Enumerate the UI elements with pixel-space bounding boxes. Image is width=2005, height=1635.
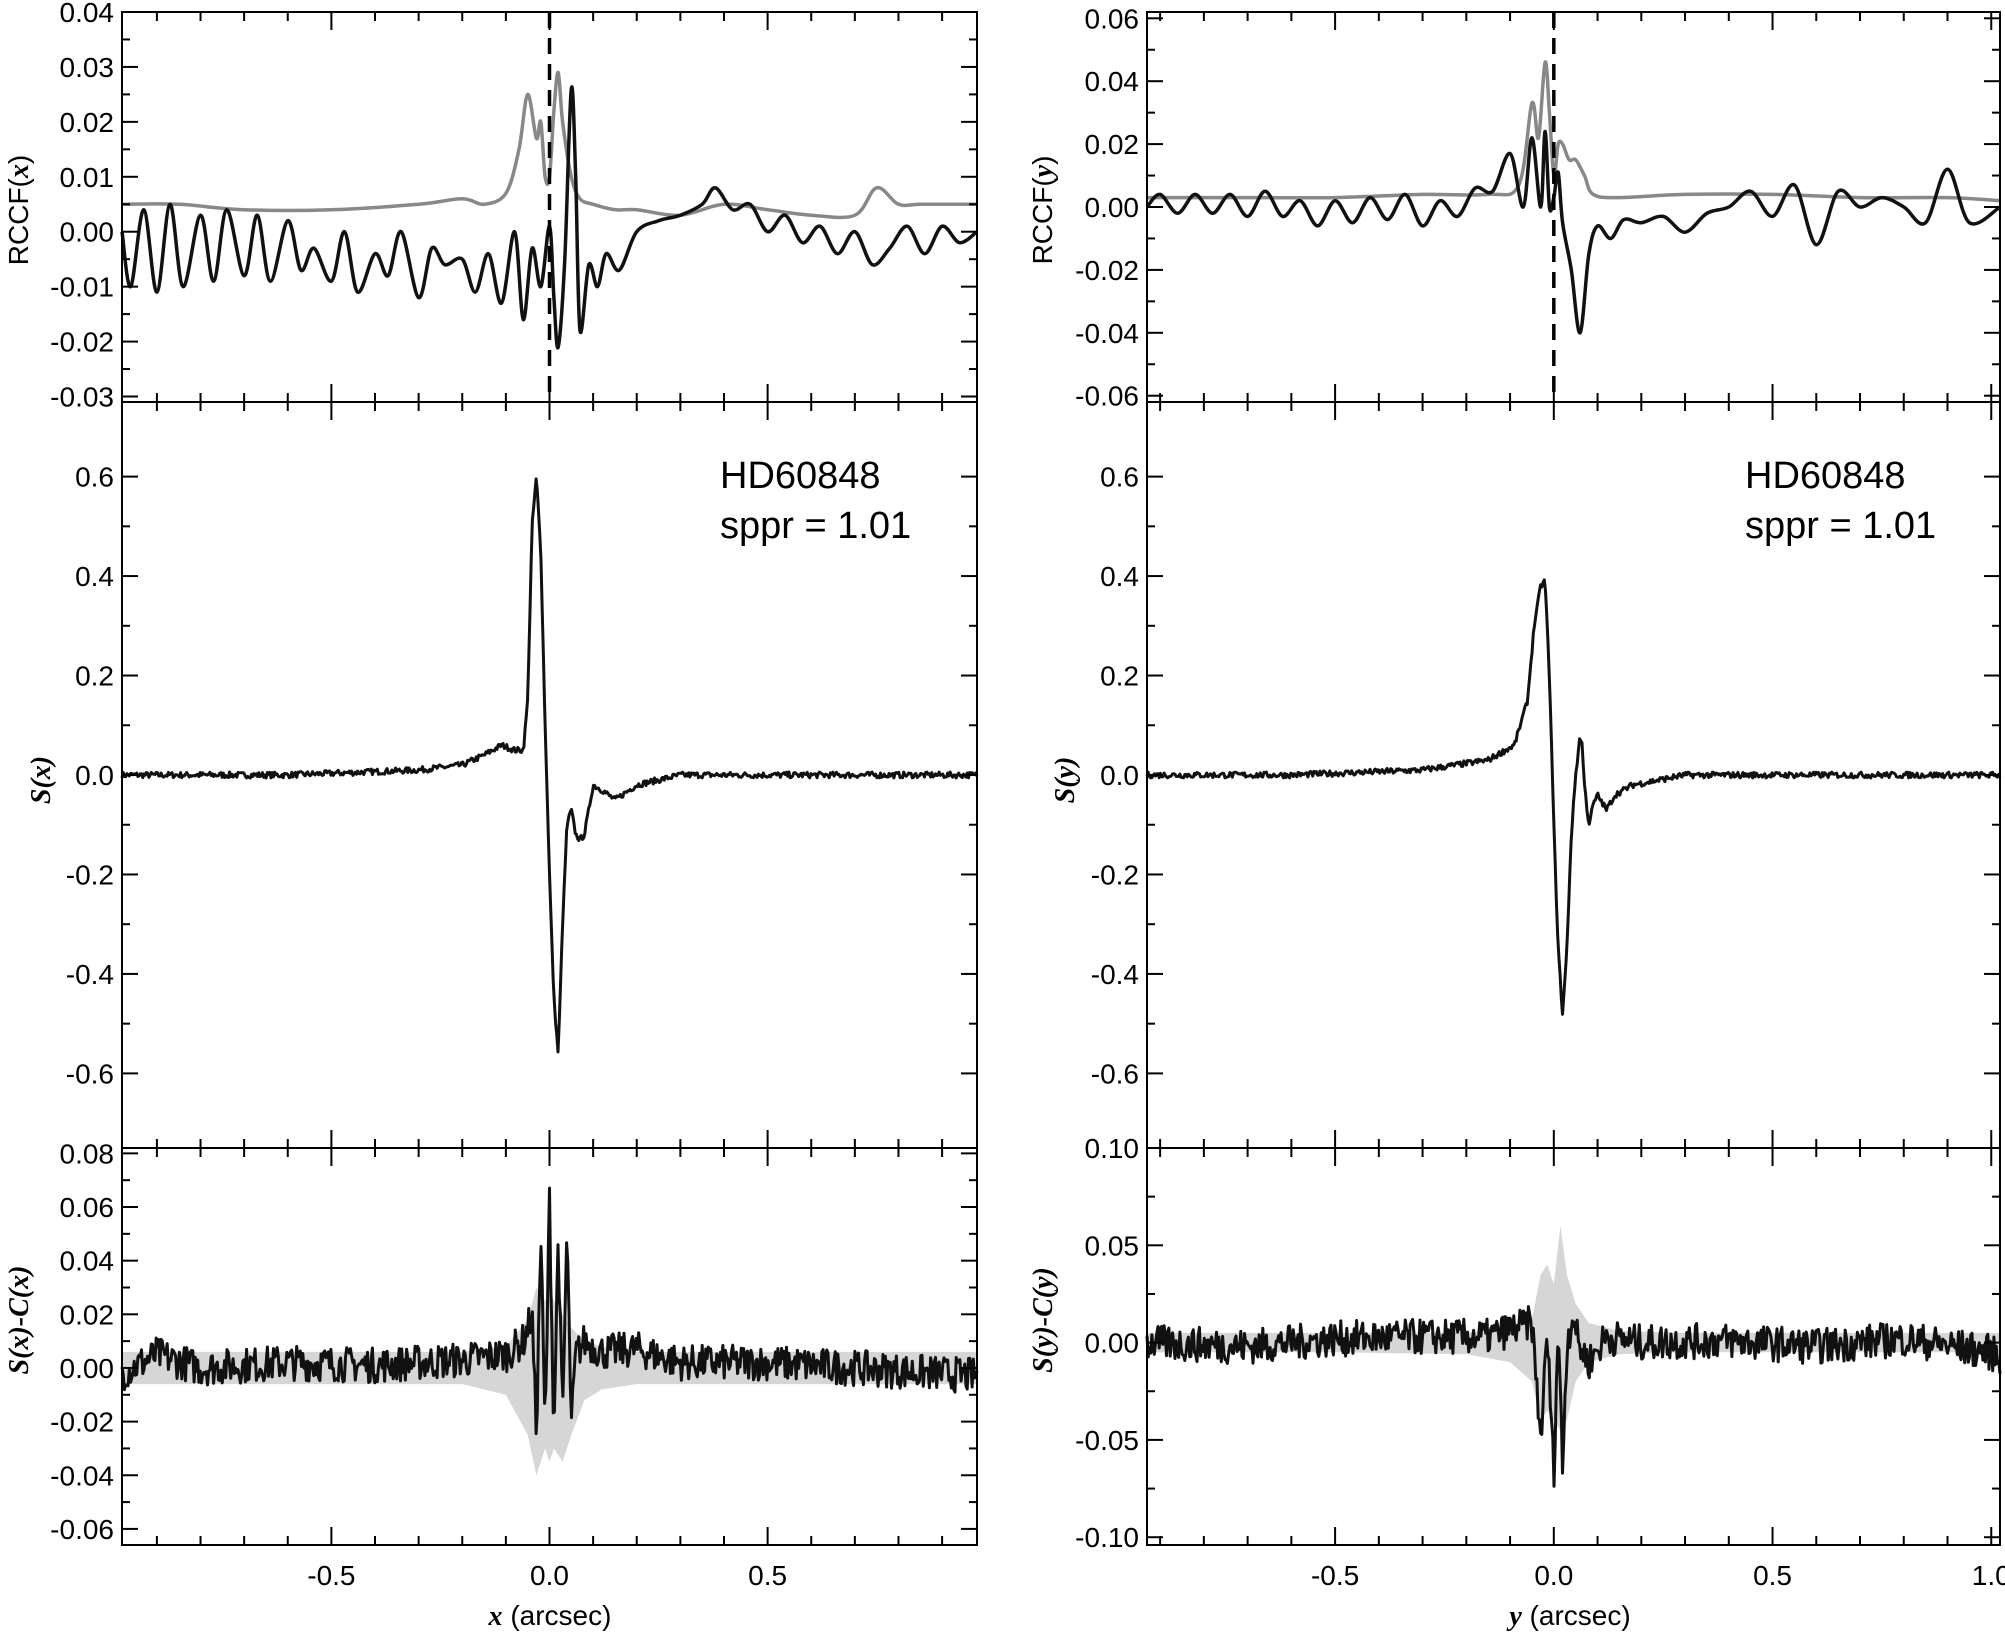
ytick-label-left-1: 0.0 [75,760,114,791]
annotation-sppr-right: sppr = 1.01 [1745,505,1936,547]
ytick-label-left-1: 0.6 [75,462,114,493]
series-line-right-middle-0 [1145,578,2002,1016]
ytick-label-right-0: 0.06 [1085,3,1140,34]
series-line-right-bottom-0 [1145,1305,2002,1488]
xtick-label-right: -0.5 [1311,1560,1359,1591]
xtick-label-right: 0.0 [1534,1560,1573,1591]
series-line-left-top-1 [120,85,979,350]
xlabel-right: y (arcsec) [1506,1600,1630,1632]
band-right-bottom [1147,1225,2000,1431]
ytick-label-left-2: 0.02 [60,1299,115,1330]
xtick-label-left: 0.0 [530,1560,569,1591]
xtick-label-right: 0.5 [1753,1560,1792,1591]
ytick-label-right-1: 0.6 [1100,462,1139,493]
ytick-label-right-1: 0.2 [1100,661,1139,692]
xtick-label-left: 0.5 [748,1560,787,1591]
ytick-label-left-0: 0.03 [60,52,115,83]
series-line-left-bottom-0 [120,1186,979,1436]
xlabel-left: x (arcsec) [488,1600,612,1632]
ytick-label-left-2: 0.06 [60,1192,115,1223]
ytick-label-left-0: -0.01 [50,272,114,303]
ytick-label-right-2: -0.10 [1075,1522,1139,1553]
xtick-label-left: -0.5 [307,1560,355,1591]
ytick-label-left-0: 0.04 [60,0,115,28]
ytick-label-left-1: -0.4 [66,959,114,990]
series-line-right-top-0 [1147,60,2001,203]
ytick-label-right-0: -0.04 [1075,318,1139,349]
ytick-label-left-2: -0.06 [50,1514,114,1545]
ytick-label-left-0: -0.02 [50,327,114,358]
axes-frame-right-2 [1146,1147,2001,1546]
ylabel-right-top: RCCF(y) [1027,156,1059,265]
ytick-label-left-1: -0.6 [66,1058,114,1089]
ylabel-right-bottom: S(y)-C(y) [1028,1267,1059,1373]
ylabel-left-top: RCCF(x) [3,155,35,265]
ytick-label-left-2: 0.00 [60,1353,115,1384]
ytick-label-right-1: 0.0 [1100,760,1139,791]
ytick-label-left-2: 0.08 [60,1138,115,1169]
ytick-label-left-2: -0.02 [50,1407,114,1438]
ytick-label-left-2: 0.04 [60,1246,115,1277]
data-lines [120,12,2002,1488]
band-left-bottom [122,1287,977,1476]
annotation-sppr-left: sppr = 1.01 [720,505,911,547]
axes [121,11,2001,1546]
ytick-label-left-2: -0.04 [50,1460,114,1491]
ytick-label-right-1: -0.6 [1091,1058,1139,1089]
ylabel-left-bottom: S(x)-C(x) [4,1266,35,1375]
ytick-label-left-0: 0.01 [60,162,115,193]
ytick-label-right-2: 0.10 [1085,1133,1140,1164]
ytick-label-right-1: -0.4 [1091,959,1139,990]
series-line-left-middle-0 [120,477,979,1054]
ytick-label-right-1: 0.4 [1100,561,1139,592]
ytick-label-left-0: -0.03 [50,382,114,413]
ytick-label-left-0: 0.00 [60,217,115,248]
ylabel-right-middle: S(y) [1050,757,1081,804]
ytick-label-right-0: -0.06 [1075,381,1139,412]
ytick-label-right-0: 0.04 [1085,66,1140,97]
uncertainty-bands [122,1225,2000,1476]
series-line-left-top-0 [121,70,977,220]
annotation-star-left: HD60848 [720,455,881,497]
ytick-label-right-1: -0.2 [1091,859,1139,890]
ytick-label-left-1: 0.2 [75,661,114,692]
ytick-label-right-0: 0.02 [1085,129,1140,160]
xtick-label-right: 1.0 [1972,1560,2005,1591]
ylabel-left-middle: S(x) [26,756,57,804]
ytick-label-left-0: 0.02 [60,107,115,138]
ytick-label-right-2: -0.05 [1075,1425,1139,1456]
ytick-label-right-2: 0.05 [1085,1230,1140,1261]
ytick-label-right-2: 0.00 [1085,1328,1140,1359]
series-line-right-top-1 [1145,129,2001,335]
ytick-label-left-1: -0.2 [66,859,114,890]
ytick-label-left-1: 0.4 [75,561,114,592]
labels: RCCF(x) S(x) S(x)-C(x) RCCF(y) S(y) S(y)… [3,0,2005,1632]
annotation-star-right: HD60848 [1745,455,1906,497]
ytick-label-right-0: 0.00 [1085,192,1140,223]
ytick-label-right-0: -0.02 [1075,255,1139,286]
